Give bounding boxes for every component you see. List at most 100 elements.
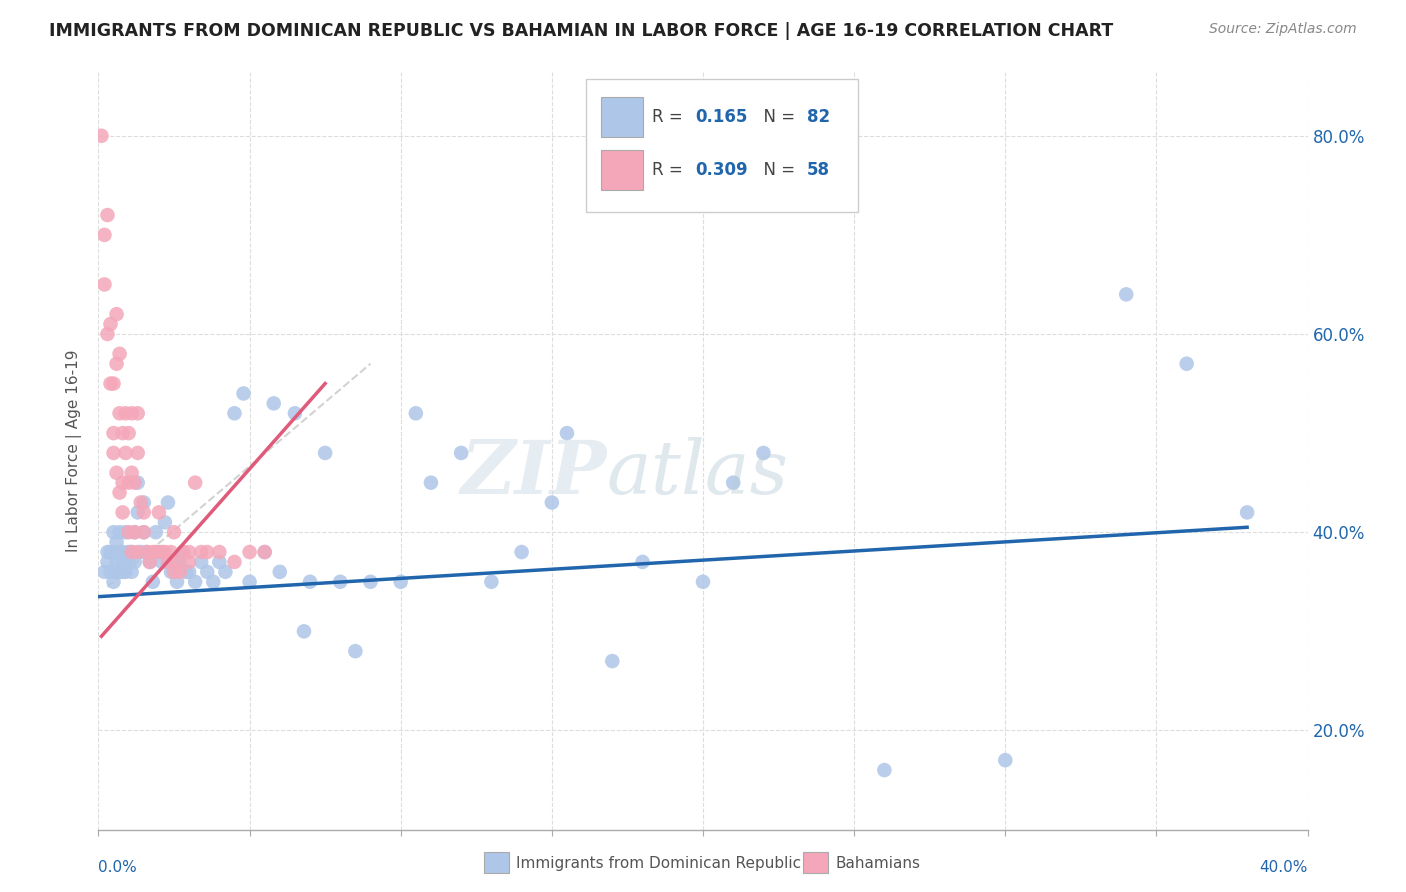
Point — [132, 505, 155, 519]
Point — [208, 545, 231, 559]
Point — [108, 525, 131, 540]
Point — [284, 406, 307, 420]
Point — [195, 565, 218, 579]
Point — [148, 545, 170, 559]
Point — [105, 565, 128, 579]
Point — [405, 406, 427, 420]
Point — [360, 574, 382, 589]
Text: ZIP: ZIP — [460, 437, 606, 509]
Point — [93, 277, 115, 292]
Point — [174, 565, 197, 579]
Point — [450, 446, 472, 460]
Point — [114, 565, 136, 579]
Point — [145, 545, 167, 559]
Point — [114, 406, 136, 420]
Point — [555, 426, 578, 441]
Point — [108, 545, 131, 559]
Point — [124, 525, 146, 540]
Point — [163, 525, 186, 540]
Point — [510, 545, 533, 559]
Point — [314, 446, 336, 460]
Text: N =: N = — [752, 161, 800, 179]
Point — [121, 565, 143, 579]
Point — [692, 574, 714, 589]
Point — [163, 555, 186, 569]
FancyBboxPatch shape — [602, 97, 643, 136]
Point — [96, 208, 118, 222]
Point — [1236, 505, 1258, 519]
Point — [602, 654, 624, 668]
Point — [232, 386, 254, 401]
Point — [631, 555, 654, 569]
Point — [269, 565, 291, 579]
Point — [108, 347, 131, 361]
Text: Bahamians: Bahamians — [835, 856, 920, 871]
Point — [103, 376, 125, 391]
Point — [179, 565, 201, 579]
Point — [124, 555, 146, 569]
Point — [752, 446, 775, 460]
Point — [145, 525, 167, 540]
Point — [108, 565, 131, 579]
Point — [111, 555, 134, 569]
Point — [163, 565, 186, 579]
FancyBboxPatch shape — [586, 79, 858, 211]
Point — [202, 574, 225, 589]
Text: 58: 58 — [807, 161, 830, 179]
Text: R =: R = — [652, 108, 688, 126]
Point — [111, 426, 134, 441]
Point — [153, 516, 176, 530]
Point — [420, 475, 443, 490]
Point — [263, 396, 285, 410]
Point — [160, 565, 183, 579]
Point — [150, 545, 173, 559]
Point — [103, 574, 125, 589]
Point — [118, 555, 141, 569]
Point — [224, 555, 246, 569]
Point — [114, 446, 136, 460]
Point — [127, 406, 149, 420]
Point — [139, 555, 162, 569]
Point — [96, 545, 118, 559]
Point — [481, 574, 503, 589]
Point — [150, 555, 173, 569]
Point — [100, 545, 122, 559]
Point — [723, 475, 745, 490]
Point — [156, 555, 179, 569]
Point — [129, 495, 152, 509]
Point — [111, 475, 134, 490]
Point — [105, 357, 128, 371]
Point — [142, 545, 165, 559]
Point — [253, 545, 276, 559]
Point — [156, 495, 179, 509]
Point — [1175, 357, 1198, 371]
Text: IMMIGRANTS FROM DOMINICAN REPUBLIC VS BAHAMIAN IN LABOR FORCE | AGE 16-19 CORREL: IMMIGRANTS FROM DOMINICAN REPUBLIC VS BA… — [49, 22, 1114, 40]
Point — [100, 376, 122, 391]
Point — [142, 574, 165, 589]
Point — [184, 574, 207, 589]
Point — [118, 545, 141, 559]
Point — [90, 128, 112, 143]
Point — [127, 475, 149, 490]
Point — [103, 545, 125, 559]
Point — [127, 505, 149, 519]
Point — [169, 555, 191, 569]
Point — [105, 535, 128, 549]
Point — [100, 565, 122, 579]
Point — [172, 545, 194, 559]
Point — [103, 525, 125, 540]
Point — [103, 426, 125, 441]
Point — [994, 753, 1017, 767]
Point — [389, 574, 412, 589]
Point — [166, 574, 188, 589]
Point — [292, 624, 315, 639]
Point — [190, 545, 212, 559]
Point — [190, 555, 212, 569]
Point — [121, 545, 143, 559]
Point — [873, 763, 896, 777]
Point — [169, 565, 191, 579]
Point — [135, 545, 157, 559]
Point — [299, 574, 322, 589]
Point — [239, 574, 262, 589]
Point — [103, 446, 125, 460]
